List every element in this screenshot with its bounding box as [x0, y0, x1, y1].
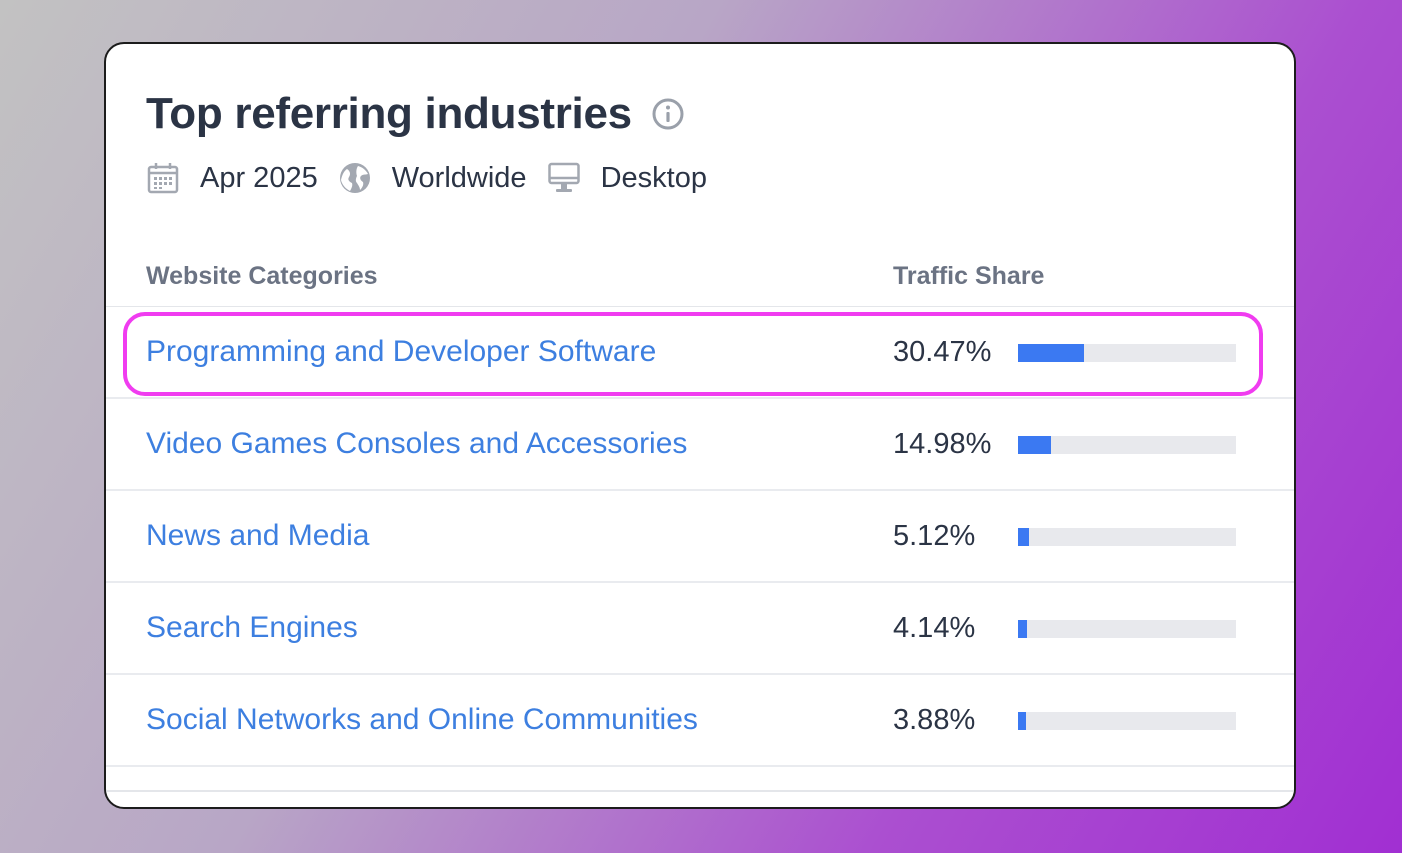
header-divider [106, 306, 1294, 307]
categories-table: Programming and Developer Software 30.47… [106, 307, 1294, 767]
device-label: Desktop [600, 161, 707, 194]
table-row: Video Games Consoles and Accessories 14.… [106, 399, 1294, 491]
traffic-share-bar [1018, 620, 1236, 638]
traffic-share-value: 4.14% [893, 612, 976, 644]
category-link[interactable]: Search Engines [146, 611, 358, 644]
region-label: Worldwide [391, 161, 527, 194]
category-link[interactable]: Video Games Consoles and Accessories [146, 427, 688, 460]
category-link[interactable]: Programming and Developer Software [146, 335, 657, 368]
globe-icon [338, 161, 372, 195]
table-row: News and Media 5.12% [106, 491, 1294, 583]
desktop-monitor-icon [547, 161, 581, 195]
filter-meta-row: Apr 2025 Worldwide Desktop [146, 158, 727, 198]
table-row: Search Engines 4.14% [106, 583, 1294, 675]
traffic-share-value: 30.47% [893, 336, 992, 368]
info-circle-icon[interactable] [652, 98, 684, 130]
traffic-share-bar-fill [1018, 436, 1051, 454]
category-link[interactable]: Social Networks and Online Communities [146, 703, 698, 736]
traffic-share-bar-fill [1018, 528, 1030, 546]
traffic-share-value: 14.98% [893, 428, 992, 460]
traffic-share-bar [1018, 712, 1236, 730]
table-row: Programming and Developer Software 30.47… [106, 307, 1294, 399]
top-referring-industries-card: Top referring industries Ap [104, 42, 1296, 809]
traffic-share-bar-fill [1018, 344, 1085, 362]
card-title: Top referring industries [146, 89, 632, 138]
calendar-icon [146, 161, 180, 195]
table-row: Social Networks and Online Communities 3… [106, 675, 1294, 767]
traffic-share-bar [1018, 528, 1236, 546]
traffic-share-bar-fill [1018, 712, 1027, 730]
category-link[interactable]: News and Media [146, 519, 370, 552]
column-header-traffic-share[interactable]: Traffic Share [893, 262, 1045, 290]
traffic-share-bar [1018, 344, 1236, 362]
card-header: Top referring industries [146, 88, 684, 140]
traffic-share-value: 5.12% [893, 520, 976, 552]
traffic-share-bar [1018, 436, 1236, 454]
traffic-share-bar-fill [1018, 620, 1028, 638]
date-label: Apr 2025 [200, 161, 318, 194]
column-header-website-categories[interactable]: Website Categories [146, 262, 378, 290]
traffic-share-value: 3.88% [893, 704, 976, 736]
bottom-divider [106, 790, 1294, 792]
